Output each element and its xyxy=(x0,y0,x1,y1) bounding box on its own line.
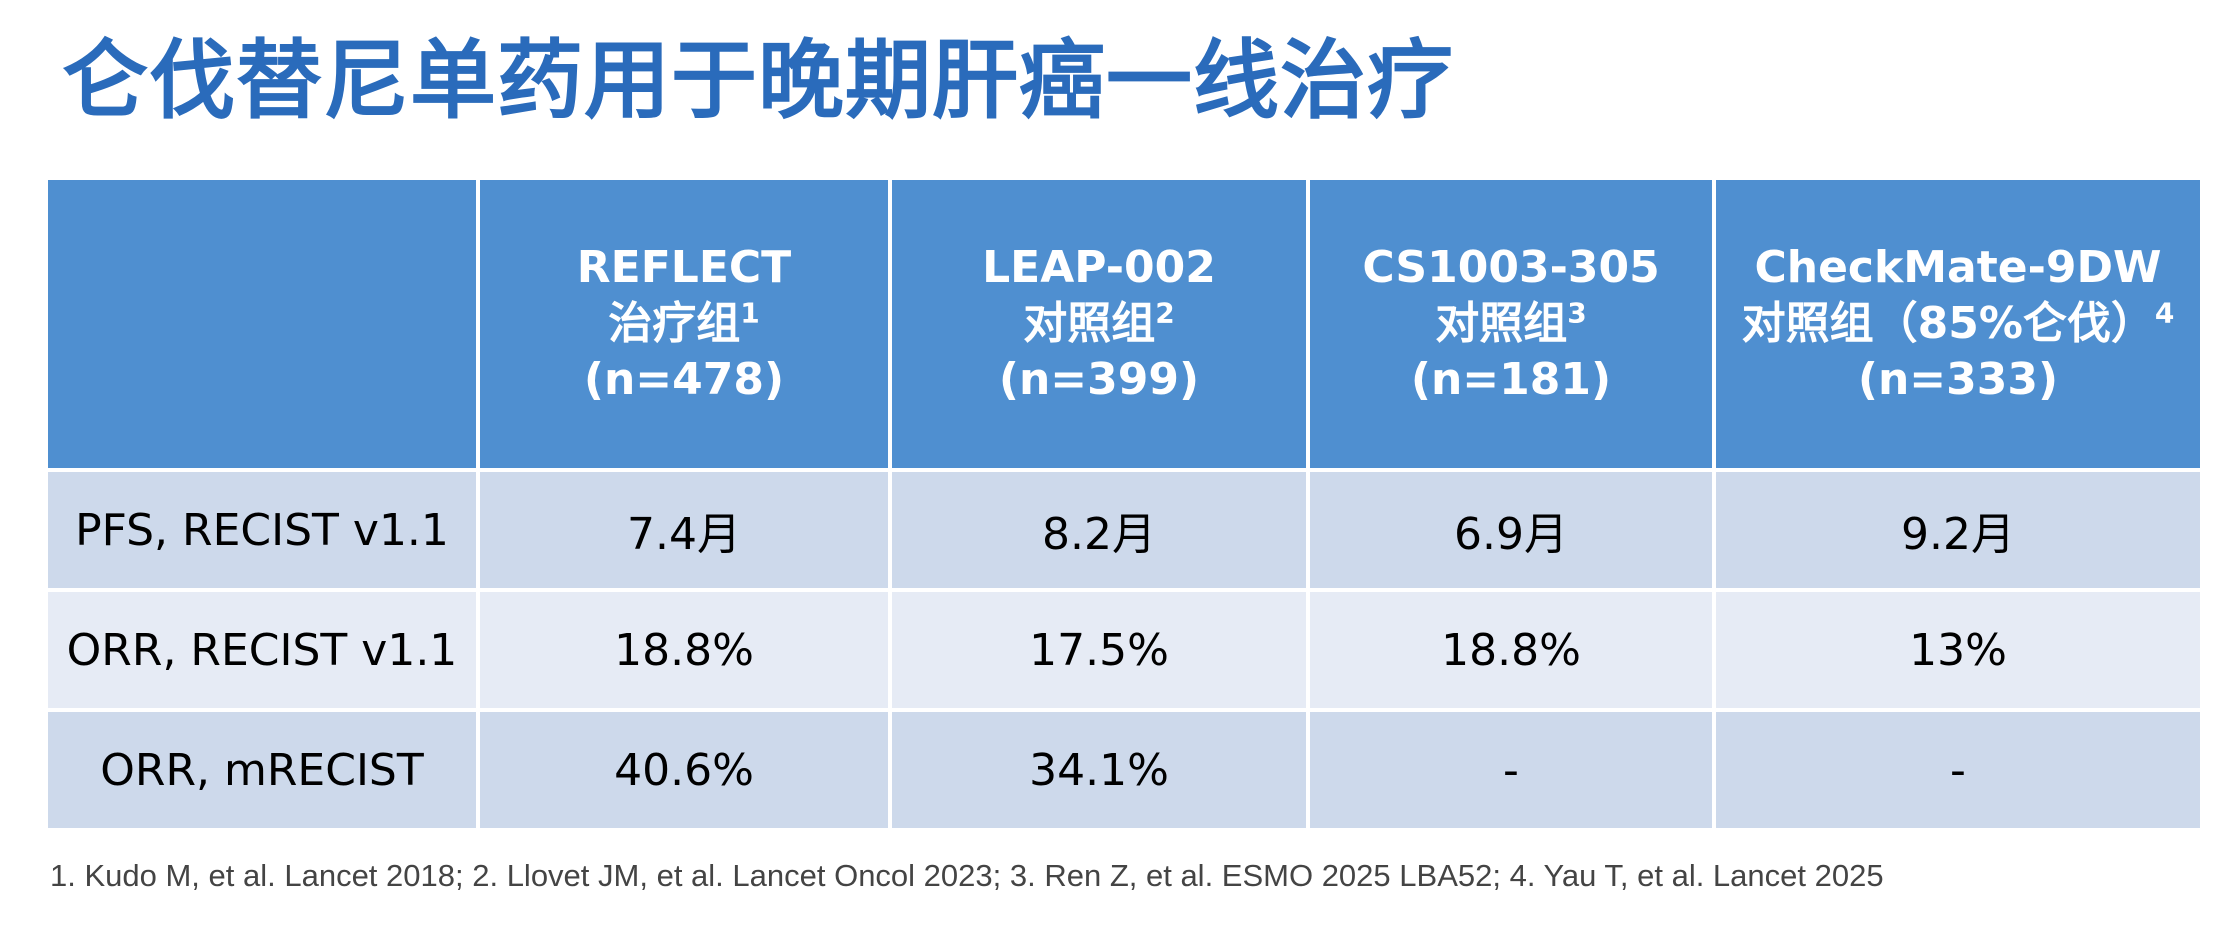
table-header-row: REFLECT 治疗组1 (n=478) LEAP-002 对照组2 (n=39… xyxy=(44,176,2204,472)
table-row-orr-mrecist: ORR, mRECIST 40.6% 34.1% - - xyxy=(44,708,2204,832)
header-cs1003-305: CS1003-305 对照组3 (n=181) xyxy=(1306,176,1716,472)
row-label: ORR, mRECIST xyxy=(44,708,480,832)
table-row-pfs: PFS, RECIST v1.1 7.4月 8.2月 6.9月 9.2月 xyxy=(44,468,2204,592)
table-cell: 18.8% xyxy=(476,588,892,712)
table-cell: 40.6% xyxy=(476,708,892,832)
row-label: PFS, RECIST v1.1 xyxy=(44,468,480,592)
comparison-table: REFLECT 治疗组1 (n=478) LEAP-002 对照组2 (n=39… xyxy=(44,176,2204,832)
table-cell: 18.8% xyxy=(1306,588,1716,712)
table-cell: 9.2月 xyxy=(1712,468,2204,592)
header-checkmate-9dw: CheckMate-9DW 对照组（85%仑伐）4 (n=333) xyxy=(1712,176,2204,472)
header-empty-cell xyxy=(44,176,480,472)
table-cell: 13% xyxy=(1712,588,2204,712)
header-leap-002: LEAP-002 对照组2 (n=399) xyxy=(888,176,1310,472)
footnote-ref: 2 xyxy=(1155,296,1175,330)
footnote-ref: 3 xyxy=(1567,296,1587,330)
table-cell: 17.5% xyxy=(888,588,1310,712)
table-cell: 34.1% xyxy=(888,708,1310,832)
references-footnote: 1. Kudo M, et al. Lancet 2018; 2. Llovet… xyxy=(50,858,1884,893)
table-cell: 8.2月 xyxy=(888,468,1310,592)
table-cell: - xyxy=(1306,708,1716,832)
row-label: ORR, RECIST v1.1 xyxy=(44,588,480,712)
table-row-orr-recist: ORR, RECIST v1.1 18.8% 17.5% 18.8% 13% xyxy=(44,588,2204,712)
header-reflect: REFLECT 治疗组1 (n=478) xyxy=(476,176,892,472)
footnote-ref: 1 xyxy=(740,296,760,330)
footnote-ref: 4 xyxy=(2154,296,2175,330)
slide-title: 仑伐替尼单药用于晚期肝癌一线治疗 xyxy=(62,31,1454,131)
table-cell: - xyxy=(1712,708,2204,832)
table-cell: 7.4月 xyxy=(476,468,892,592)
table-cell: 6.9月 xyxy=(1306,468,1716,592)
